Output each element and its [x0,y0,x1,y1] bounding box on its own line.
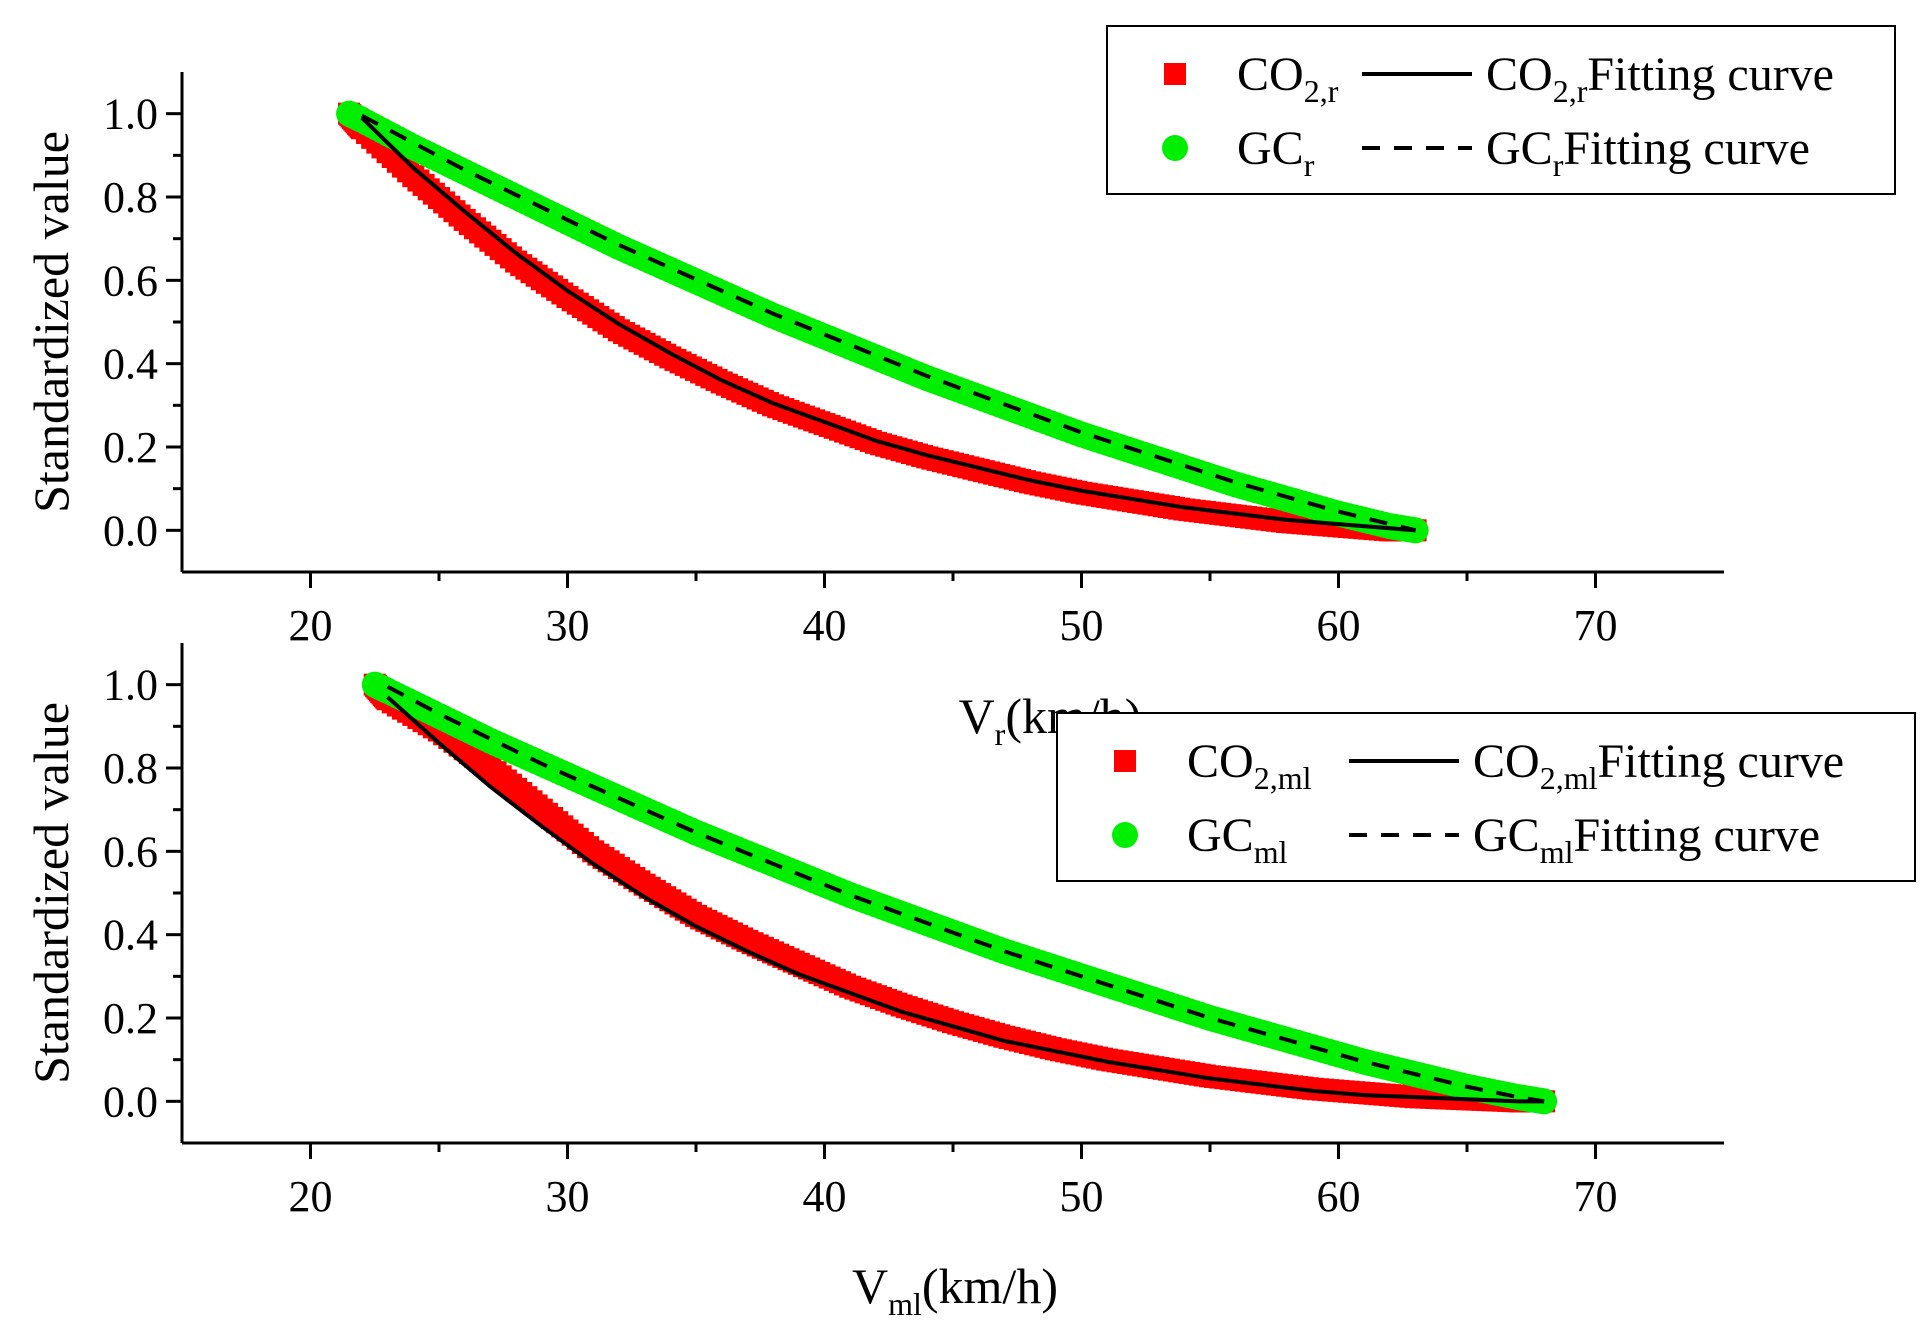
legend-label-2-sub: ml [1254,834,1288,870]
series-gcr-fitting-curve [360,113,1417,533]
fitting-curve-dashed [386,684,1545,1104]
x-tick-label: 40 [803,601,847,650]
x-tick-label: 70 [1574,1172,1618,1221]
legend-label-2: GCr [1237,122,1315,183]
fitting-curve-dashed [360,113,1417,533]
legend-label-4-sub: r [1553,147,1564,183]
legend-label-1-sub: 2,ml [1254,760,1312,796]
legend-swatch-square [1164,63,1186,85]
y-tick-label: 0.2 [103,423,158,472]
legend-box [1106,25,1896,195]
legend-label-3-rest: Fitting curve [1587,48,1834,101]
y-tick-label: 0.4 [103,911,158,960]
y-tick-label: 0.6 [103,827,158,876]
chart-panel-2: 20 30 40 50 60 70 0.0 0.2 0.4 0.6 0.8 1.0 Standardiz… [23,643,1916,1322]
x-tick-label: 60 [1317,1172,1361,1221]
x-tick-label: 50 [1060,601,1104,650]
x-tick-label: 40 [803,1172,847,1221]
y-tick-label: 0.4 [103,340,158,389]
legend-label-4-rest: Fitting curve [1563,122,1810,175]
x-tick-label: 60 [1317,601,1361,650]
y-tick-label: 0.8 [103,744,158,793]
legend-label-2-main: GC [1187,809,1254,862]
x-tick-label: 20 [289,1172,333,1221]
x-axis-title: Vml(km/h) [852,1258,1058,1322]
legend-label-3-rest: Fitting curve [1597,735,1844,788]
legend-label-2-sub: r [1304,147,1315,183]
y-tick-label: 0.2 [103,994,158,1043]
series-co2-r-fitting-curve [360,116,1416,533]
y-tick-label: 1.0 [103,90,158,139]
legend-swatch-circle [1162,135,1188,161]
legend-label-3-sub: 2,ml [1540,760,1598,796]
y-tick-label: 1.0 [103,661,158,710]
legend-box [1056,712,1916,882]
series-co2-ml-fitting-curve [386,695,1545,1104]
x-tick-label: 20 [289,601,333,650]
chart-panel-1: 20 30 40 50 60 70 0.0 0.2 0.4 0.6 0.8 1.0 Standardiz… [23,25,1896,752]
legend-label-1-sub: 2,r [1304,73,1339,109]
legend-label-4-sub: ml [1540,834,1574,870]
x-tick-label: 30 [546,601,590,650]
fitting-curve-solid [386,695,1545,1104]
legend-label-3: CO2,mlFitting curve [1473,735,1844,796]
legend-label-1: CO2,ml [1187,735,1312,796]
legend-swatch-square [1114,750,1136,772]
legend-label-2-main: GC [1237,122,1304,175]
legend-label-4-main: GC [1486,122,1553,175]
x-tick-label: 30 [546,1172,590,1221]
y-tick-label: 0.0 [103,506,158,555]
y-axis-title: Standardized value [23,131,79,513]
x-axis-title-sub: ml [888,1286,922,1322]
y-axis-title: Standardized value [23,702,79,1084]
x-axis-title-main: V [852,1258,888,1314]
legend-label-1-main: CO [1187,735,1254,788]
legend-label-3-main: CO [1473,735,1540,788]
x-axis-title-main: V [959,688,995,744]
x-tick-label: 50 [1060,1172,1104,1221]
legend-swatch-circle [1112,822,1138,848]
y-tick-label: 0.0 [103,1077,158,1126]
legend-label-1-main: CO [1237,48,1304,101]
y-tick-label: 0.8 [103,173,158,222]
legend-label-3-main: CO [1486,48,1553,101]
legend-label-4: GCrFitting curve [1486,122,1810,183]
y-tick-label: 0.6 [103,256,158,305]
legend-label-3-sub: 2,r [1553,73,1588,109]
fitting-curve-solid [360,116,1416,533]
legend-label-2: GCml [1187,809,1288,870]
legend-label-1: CO2,r [1237,48,1339,109]
series-gcml-fitting-curve [386,684,1545,1104]
legend-label-4-rest: Fitting curve [1573,809,1820,862]
x-axis-title-rest: (km/h) [922,1258,1058,1314]
legend-label-3: CO2,rFitting curve [1486,48,1834,109]
x-tick-label: 70 [1574,601,1618,650]
legend-label-4-main: GC [1473,809,1540,862]
x-axis-title-sub: r [995,716,1006,752]
legend-label-4: GCmlFitting curve [1473,809,1820,870]
